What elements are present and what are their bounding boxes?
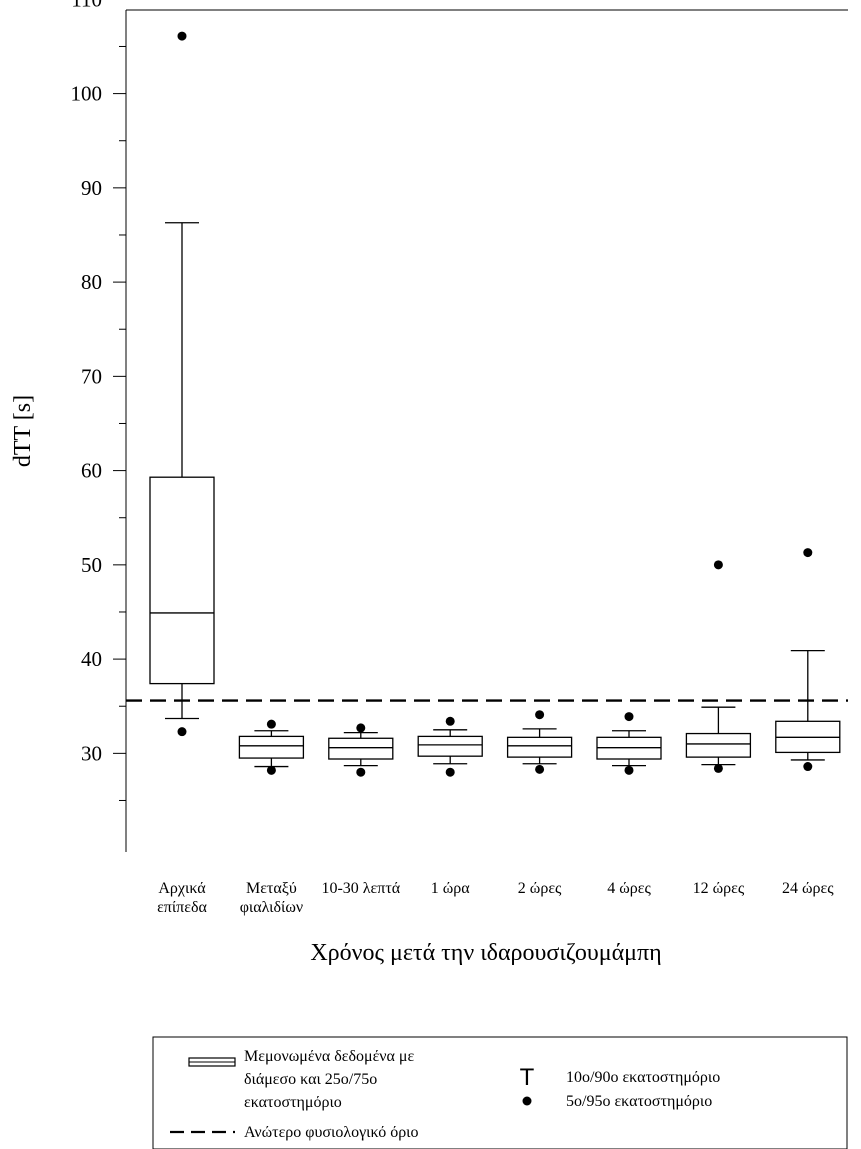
x-category-labels: Αρχικά επίπεδα Μεταξύ φιαλιδίων 10-30 λεπτά 1… [157, 880, 834, 916]
iqr-box [417, 735, 483, 757]
iqr-box [149, 476, 215, 685]
x-category-label-line: επίπεδα [157, 899, 207, 916]
y-axis-title: dTT [s] [10, 395, 36, 467]
legend-box-label-line-3: εκατοστημόριο [244, 1094, 342, 1111]
x-category-label: 10-30 λεπτά [321, 880, 400, 897]
y-axis-ticks: 30 40 50 60 70 80 90 100 110 [71, 0, 126, 801]
plot-frame [125, 9, 848, 852]
x-axis-title: Χρόνος μετά την ιδαρουσιζουμάμπη [310, 940, 661, 966]
legend: Μεμονωμένα δεδομένα με διάμεσο και 25ο/7… [152, 1036, 848, 1149]
x-category-label: 1 ώρα [431, 880, 471, 897]
x-category-label-line: φιαλιδίων [240, 899, 303, 916]
p5-dot [177, 727, 187, 737]
x-category-label-line: 10-30 λεπτά [321, 880, 400, 897]
x-category-label-line: 12 ώρες [693, 880, 745, 897]
x-category-label: 4 ώρες [607, 880, 651, 897]
p95-dot [803, 548, 813, 558]
x-category-label: 2 ώρες [518, 880, 562, 897]
y-tick-label: 40 [81, 647, 102, 671]
p5-dot [356, 767, 366, 777]
iqr-box [328, 737, 394, 760]
y-tick-label: 80 [81, 270, 102, 294]
legend-frame [152, 1036, 848, 1149]
x-category-label-line: 1 ώρα [431, 880, 471, 897]
box-1 [238, 719, 305, 775]
x-category-label: 12 ώρες [693, 880, 745, 897]
legend-whisker-symbol: T [520, 1064, 535, 1091]
x-category-label-line: 24 ώρες [782, 880, 834, 897]
y-tick-label: 50 [81, 553, 102, 577]
x-category-label-line: 4 ώρες [607, 880, 651, 897]
x-category-label: 24 ώρες [782, 880, 834, 897]
p95-dot [713, 560, 723, 570]
legend-dash-label: Ανώτερο φυσιολογικό όριο [244, 1124, 418, 1141]
box-5 [596, 712, 662, 775]
box-0 [149, 31, 215, 737]
x-category-label-line: 2 ώρες [518, 880, 562, 897]
box-7 [775, 548, 841, 772]
y-tick-label: 110 [71, 0, 102, 11]
boxes-group [149, 31, 841, 777]
legend-whisker-label: 10ο/90ο εκατοστημόριο [566, 1069, 720, 1086]
p5-dot [803, 762, 813, 772]
y-tick-label: 60 [81, 459, 102, 483]
y-tick-label: 70 [81, 364, 102, 388]
p5-dot [713, 763, 723, 773]
x-category-label: Αρχικά επίπεδα [157, 880, 207, 916]
x-category-label-line: Μεταξύ [246, 880, 297, 897]
legend-box-label-line-1: Μεμονωμένα δεδομένα με [244, 1048, 414, 1065]
p95-dot [445, 716, 455, 726]
box-6 [685, 560, 752, 773]
y-tick-label: 90 [81, 176, 102, 200]
box-3 [417, 716, 483, 777]
y-tick-label: 100 [71, 82, 103, 106]
box-4 [506, 710, 573, 774]
p5-dot [266, 765, 276, 775]
p5-dot [624, 765, 634, 775]
p95-dot [535, 710, 545, 720]
p95-dot [356, 723, 366, 733]
x-category-label-line: Αρχικά [158, 880, 206, 897]
p5-dot [535, 764, 545, 774]
p95-dot [624, 712, 634, 722]
p95-dot [177, 31, 187, 41]
legend-dot-swatch [522, 1096, 532, 1106]
box-2 [328, 723, 394, 777]
iqr-box [238, 735, 305, 759]
iqr-box [685, 732, 752, 758]
y-tick-label: 30 [81, 741, 102, 765]
p95-dot [266, 719, 276, 729]
p5-dot [445, 767, 455, 777]
legend-dot-label: 5ο/95ο εκατοστημόριο [566, 1093, 712, 1110]
iqr-box [506, 736, 573, 758]
legend-box-label-line-2: διάμεσο και 25ο/75ο [244, 1071, 377, 1088]
x-category-label: Μεταξύ φιαλιδίων [240, 880, 303, 916]
